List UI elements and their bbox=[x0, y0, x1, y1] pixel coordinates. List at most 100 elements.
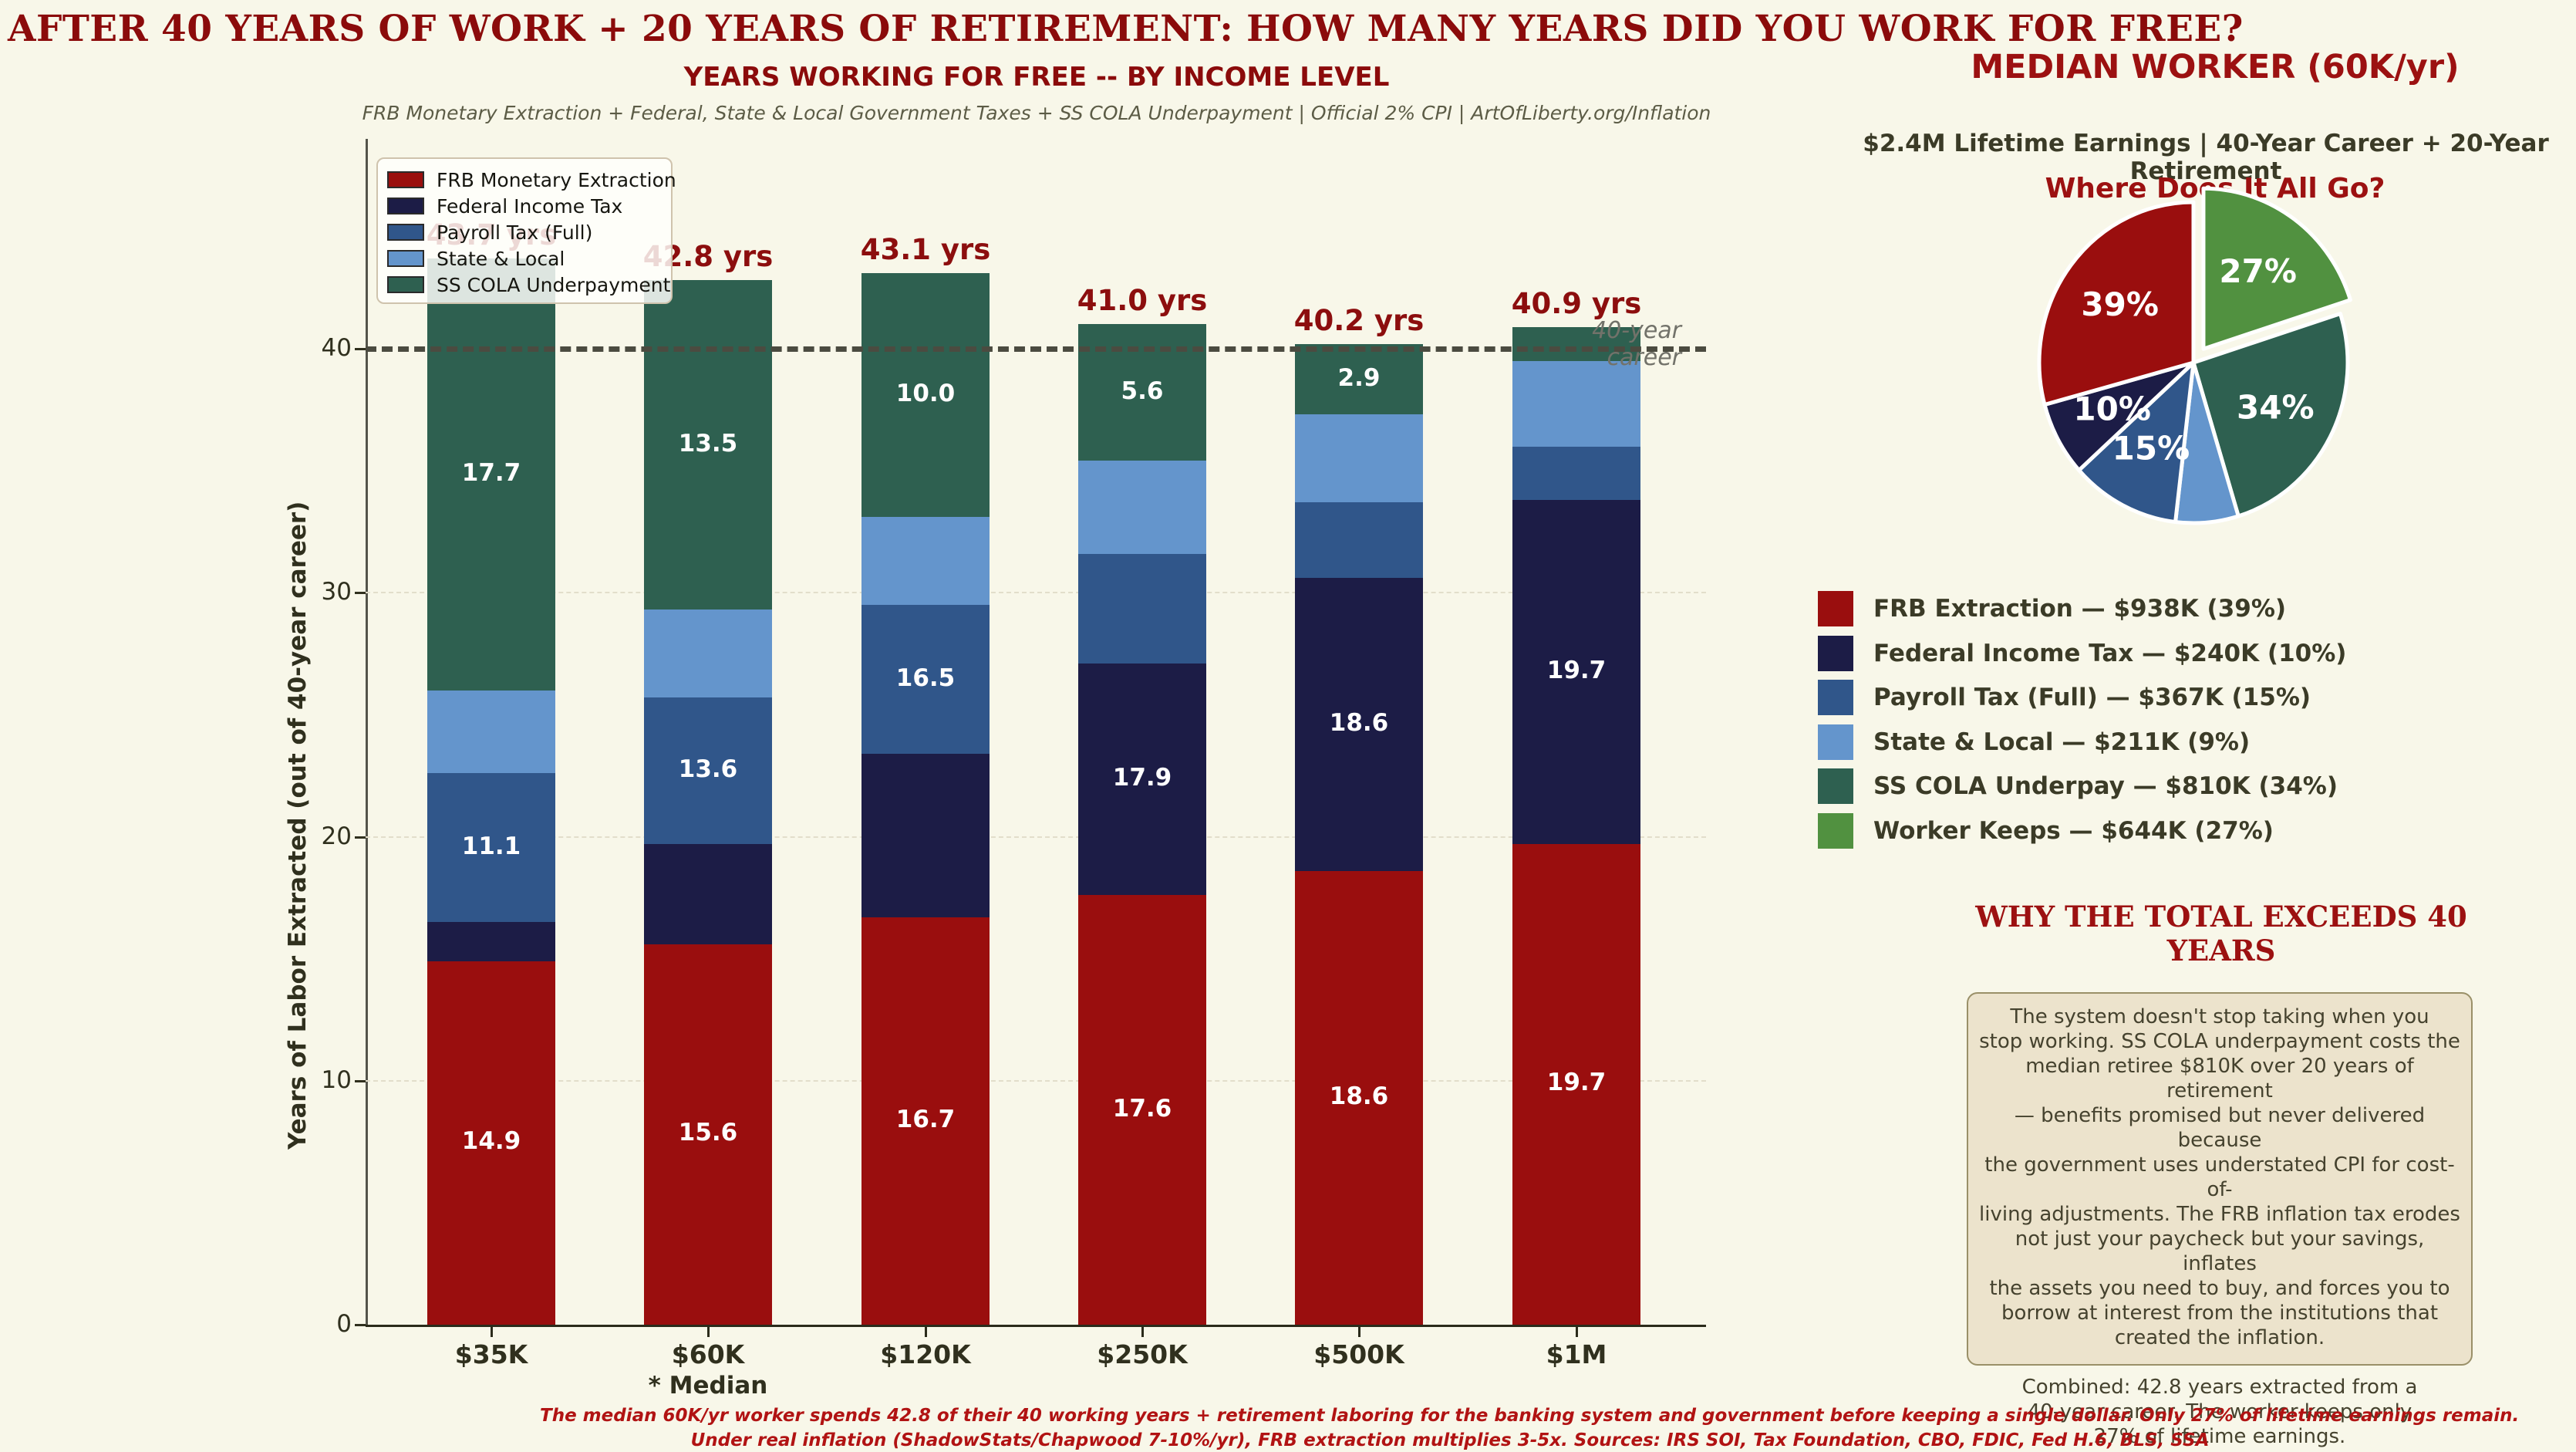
gridline bbox=[366, 592, 1706, 594]
y-tickmark bbox=[355, 348, 366, 350]
pie-legend-label: State & Local — $211K (9%) bbox=[1873, 728, 2251, 756]
legend-swatch bbox=[387, 250, 424, 267]
pie-slice-pct-label: 34% bbox=[2237, 389, 2315, 427]
bar-segment-label: 15.6 bbox=[678, 1119, 738, 1147]
bar-segment-label: 18.6 bbox=[1329, 1082, 1389, 1110]
bar-total-label: 41.0 yrs bbox=[1077, 284, 1208, 318]
pie-legend-item: Federal Income Tax — $240K (10%) bbox=[1818, 635, 2347, 671]
bar-segment-label: 17.6 bbox=[1112, 1094, 1172, 1123]
pie-legend-swatch bbox=[1818, 812, 1853, 849]
pie-slice-payroll-tax-full- bbox=[2077, 360, 2196, 525]
x-tickmark bbox=[1576, 1327, 1578, 1337]
page-title: AFTER 40 YEARS OF WORK + 20 YEARS OF RET… bbox=[8, 8, 2244, 50]
pie-slice-worker-keeps bbox=[2201, 186, 2352, 351]
bar-chart-title: YEARS WORKING FOR FREE -- BY INCOME LEVE… bbox=[683, 62, 1390, 93]
x-tick-label: $60K bbox=[671, 1339, 745, 1369]
legend-item: Payroll Tax (Full) bbox=[387, 219, 671, 245]
bar-segment-state-local bbox=[861, 517, 990, 606]
bar-segment-frb-monetary-extraction: 17.6 bbox=[1078, 895, 1206, 1325]
pie-legend-label: FRB Extraction — $938K (39%) bbox=[1873, 595, 2287, 623]
pie-legend-swatch bbox=[1818, 680, 1853, 715]
pie-legend-label: Payroll Tax (Full) — $367K (15%) bbox=[1873, 684, 2311, 711]
bar-segment-label: 2.9 bbox=[1337, 363, 1381, 392]
bar-segment-frb-monetary-extraction: 15.6 bbox=[644, 944, 772, 1325]
pie-legend-item: SS COLA Underpay — $810K (34%) bbox=[1818, 768, 2338, 804]
legend-label: SS COLA Underpayment bbox=[437, 273, 671, 296]
bar-segment-federal-income-tax: 19.7 bbox=[1512, 500, 1640, 844]
bar-segment-label: 10.0 bbox=[895, 380, 956, 408]
bar-chart-legend: FRB Monetary Extraction Federal Income Ta… bbox=[376, 157, 676, 304]
pie-slice-pct-label: 39% bbox=[2081, 285, 2159, 323]
footer-line-1: The median 60K/yr worker spends 42.8 of … bbox=[540, 1406, 2520, 1426]
x-axis-spine bbox=[366, 1325, 1706, 1327]
bar-segment-ss-cola-underpayment: 5.6 bbox=[1078, 324, 1206, 461]
x-tick-label: $500K bbox=[1313, 1339, 1404, 1369]
bar-segment-payroll-tax-full- bbox=[1512, 446, 1640, 501]
bar-segment-ss-cola-underpayment: 13.5 bbox=[644, 280, 772, 610]
legend-item: SS COLA Underpayment bbox=[387, 272, 671, 298]
bar-segment-payroll-tax-full-: 13.6 bbox=[644, 697, 772, 844]
pie-legend-item: Payroll Tax (Full) — $367K (15%) bbox=[1818, 680, 2311, 715]
bar-segment-federal-income-tax bbox=[427, 922, 555, 961]
x-tick-label: $250K bbox=[1097, 1339, 1188, 1369]
why-heading: WHY THE TOTAL EXCEEDS 40 YEARS bbox=[1975, 900, 2467, 967]
pie-legend-swatch bbox=[1818, 724, 1853, 760]
bar-segment-state-local bbox=[1512, 360, 1640, 447]
bar-segment-label: 19.7 bbox=[1546, 1069, 1607, 1097]
bar-segment-ss-cola-underpayment: 10.0 bbox=[861, 272, 990, 518]
bar-segment-payroll-tax-full-: 11.1 bbox=[427, 773, 555, 923]
bar-segment-federal-income-tax: 17.9 bbox=[1078, 663, 1206, 896]
x-tickmark bbox=[1141, 1327, 1144, 1337]
x-tick-label: $1M bbox=[1546, 1339, 1607, 1369]
bar-segment-frb-monetary-extraction: 18.6 bbox=[1295, 870, 1423, 1325]
x-tickmark bbox=[925, 1327, 927, 1337]
legend-swatch bbox=[387, 198, 424, 214]
bar-segment-label: 13.6 bbox=[678, 755, 738, 784]
y-tick-label: 10 bbox=[321, 1065, 352, 1094]
legend-label: Payroll Tax (Full) bbox=[437, 221, 593, 244]
gridline bbox=[366, 1079, 1706, 1082]
bar-segment-label: 5.6 bbox=[1121, 377, 1164, 405]
bar-segment-label: 18.6 bbox=[1329, 709, 1389, 738]
pie-slice-pct-label: 10% bbox=[2073, 390, 2151, 428]
pie-chart-title: MEDIAN WORKER (60K/yr) bbox=[1971, 48, 2460, 86]
legend-item: State & Local bbox=[387, 245, 671, 272]
pie-legend-label: Worker Keeps — $644K (27%) bbox=[1873, 816, 2274, 845]
y-tickmark bbox=[355, 1324, 366, 1326]
reference-line bbox=[366, 346, 1706, 352]
legend-label: FRB Monetary Extraction bbox=[437, 168, 676, 191]
bar-chart-source-line: FRB Monetary Extraction + Federal, State… bbox=[362, 102, 1711, 124]
legend-label: State & Local bbox=[437, 247, 565, 270]
bar-segment-label: 16.7 bbox=[895, 1105, 956, 1133]
bar-segment-label: 17.7 bbox=[461, 458, 521, 487]
bar-segment-frb-monetary-extraction: 16.7 bbox=[861, 917, 990, 1325]
bar-total-label: 40.2 yrs bbox=[1293, 303, 1425, 337]
bar-segment-ss-cola-underpayment: 2.9 bbox=[1295, 343, 1423, 415]
bar-segment-label: 14.9 bbox=[461, 1127, 521, 1156]
bar-segment-label: 16.5 bbox=[895, 664, 956, 692]
pie-legend-swatch bbox=[1818, 591, 1853, 626]
legend-swatch bbox=[387, 276, 424, 293]
y-tickmark bbox=[355, 592, 366, 595]
pie-svg: 27% 34% 15%10% 39% bbox=[2037, 186, 2352, 525]
bar-segment-state-local bbox=[644, 610, 772, 698]
legend-item: FRB Monetary Extraction bbox=[387, 167, 676, 193]
pie-legend-label: Federal Income Tax — $240K (10%) bbox=[1873, 639, 2347, 667]
pie-slice-pct-label: 15% bbox=[2112, 430, 2190, 468]
pie-legend-swatch bbox=[1818, 635, 1853, 671]
bar-segment-state-local bbox=[1078, 461, 1206, 554]
bar-segment-frb-monetary-extraction: 14.9 bbox=[427, 961, 555, 1325]
median-category-note: * Median bbox=[648, 1372, 768, 1400]
bar-segment-label: 17.9 bbox=[1112, 764, 1172, 792]
bar-segment-federal-income-tax: 18.6 bbox=[1295, 578, 1423, 871]
bar-total-label: 40.9 yrs bbox=[1511, 286, 1642, 320]
x-tickmark bbox=[1358, 1327, 1360, 1337]
bar-segment-frb-monetary-extraction: 19.7 bbox=[1512, 843, 1640, 1325]
gridline bbox=[366, 836, 1706, 838]
bar-segment-payroll-tax-full- bbox=[1295, 502, 1423, 579]
bar-segment-state-local bbox=[1295, 414, 1423, 503]
y-axis-spine bbox=[366, 139, 368, 1325]
bar-segment-label: 13.5 bbox=[678, 429, 738, 458]
explanation-text: The system doesn't stop taking when you … bbox=[1979, 1005, 2460, 1448]
